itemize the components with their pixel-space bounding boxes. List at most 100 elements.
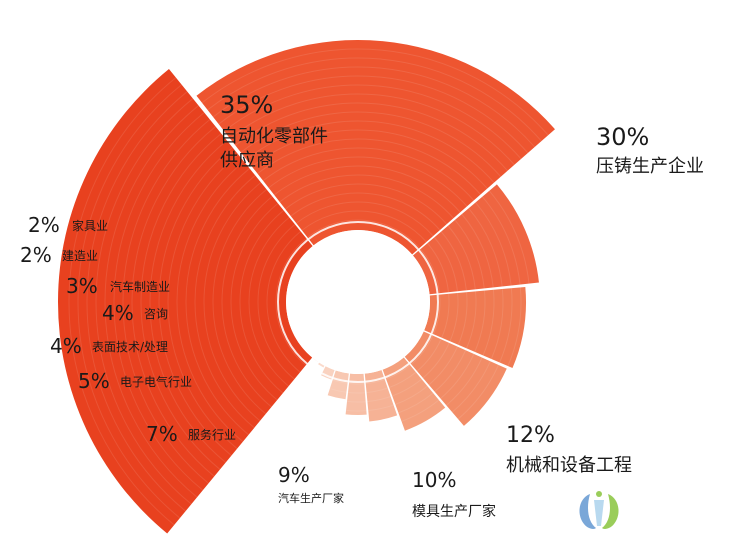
slice-band xyxy=(368,404,394,412)
slice-band xyxy=(474,290,486,353)
slice-band xyxy=(507,287,522,367)
slice-category-label: 建造业 xyxy=(62,249,98,263)
slice-band xyxy=(449,293,459,342)
slice-percent-label: 4% xyxy=(50,334,82,358)
slice-band xyxy=(398,392,434,414)
slice-band xyxy=(346,400,366,403)
slice-band xyxy=(347,391,366,394)
pie-slice-1[interactable] xyxy=(57,69,313,534)
slice-band xyxy=(454,219,485,289)
slice-band xyxy=(221,196,273,408)
slice-band xyxy=(432,294,441,335)
slice-category-label: 电子电气行业 xyxy=(120,374,192,389)
slice-band xyxy=(131,126,216,477)
slice-band xyxy=(257,223,296,380)
slice-band xyxy=(475,202,512,286)
slice-wedge[interactable] xyxy=(318,362,325,368)
pie-slice-9[interactable] xyxy=(327,370,349,400)
slice-band xyxy=(451,361,491,413)
slice-band xyxy=(266,230,301,373)
slice-band xyxy=(248,216,290,387)
slice-band xyxy=(466,291,477,349)
slice-band xyxy=(113,112,205,491)
slice-band xyxy=(457,364,499,420)
slice-category-label: 汽车制造业 xyxy=(110,279,170,294)
slice-band xyxy=(468,207,503,287)
slice-band xyxy=(167,154,239,449)
slice-band xyxy=(499,288,513,363)
slice-band xyxy=(329,388,347,393)
donut-hole xyxy=(286,230,430,374)
slice-band xyxy=(433,237,458,292)
slice-wedge[interactable] xyxy=(196,40,555,255)
slice-band xyxy=(158,147,233,456)
slice-band xyxy=(395,385,428,405)
slice-band xyxy=(488,190,530,284)
slice-band xyxy=(203,182,262,422)
pie-slice-10[interactable] xyxy=(321,366,335,380)
slice-band xyxy=(401,399,440,422)
slice-percent-label: 4% xyxy=(102,301,134,325)
slice-band xyxy=(457,292,468,346)
slice-band xyxy=(461,213,494,288)
slice-percent-label: 7% xyxy=(146,422,178,446)
slice-band xyxy=(440,353,475,399)
slice-band xyxy=(273,165,461,213)
slice-band xyxy=(392,378,422,397)
watermark-logo-icon xyxy=(579,491,619,529)
slice-percent-label: 35% xyxy=(220,91,273,119)
slice-band xyxy=(68,77,177,526)
slice-band xyxy=(95,98,194,505)
slice-band xyxy=(223,84,522,160)
pie-slice-7[interactable] xyxy=(364,370,398,422)
slice-band xyxy=(290,192,441,231)
slice-wedge[interactable] xyxy=(321,366,335,380)
slice-wedge[interactable] xyxy=(404,331,507,426)
slice-band xyxy=(239,209,284,394)
slice-band xyxy=(420,248,441,294)
slice-band xyxy=(122,119,211,484)
slice-band xyxy=(482,196,521,285)
pie-slice-6[interactable] xyxy=(382,357,446,431)
slice-band xyxy=(185,168,250,436)
slice-wedge[interactable] xyxy=(364,370,398,422)
slice-wedge[interactable] xyxy=(424,286,527,369)
slice-band xyxy=(385,364,411,380)
slice-category-label: 家具业 xyxy=(72,218,108,233)
slice-percent-label: 2% xyxy=(20,243,52,267)
slice-percent-label: 2% xyxy=(28,213,60,237)
slice-wedge[interactable] xyxy=(412,184,539,295)
slice-band xyxy=(207,57,542,142)
slice-band xyxy=(140,133,222,470)
slice-band xyxy=(275,237,307,366)
slice-wedge[interactable] xyxy=(57,69,313,534)
slice-wedge[interactable] xyxy=(345,373,367,415)
pie-slice-2[interactable] xyxy=(196,40,555,255)
slice-percent-label: 9% xyxy=(278,463,310,487)
pie-slice-4[interactable] xyxy=(424,286,527,369)
slice-category-label: 表面技术/处理 xyxy=(92,340,168,354)
slice-category-label: 咨询 xyxy=(144,306,168,321)
slice-category-label: 服务行业 xyxy=(188,427,236,442)
slice-band xyxy=(194,175,256,429)
slice-band xyxy=(428,346,458,386)
pie-slice-3[interactable] xyxy=(412,184,539,295)
slice-band xyxy=(416,339,442,372)
slice-band xyxy=(296,201,434,237)
pie-slice-8[interactable] xyxy=(345,373,367,415)
pie-slice-11[interactable] xyxy=(318,362,325,368)
slice-band xyxy=(230,203,279,401)
slice-band xyxy=(366,387,388,394)
pie-slice-5[interactable] xyxy=(404,331,507,426)
slice-band xyxy=(229,93,515,166)
slice-band xyxy=(77,84,182,519)
slice-band xyxy=(482,289,495,356)
slice-band xyxy=(257,138,481,195)
slice-wedge[interactable] xyxy=(327,370,349,400)
slice-wedge[interactable] xyxy=(382,357,446,431)
slice-band xyxy=(440,231,467,291)
slice-band xyxy=(367,396,391,403)
slice-band xyxy=(422,342,450,379)
